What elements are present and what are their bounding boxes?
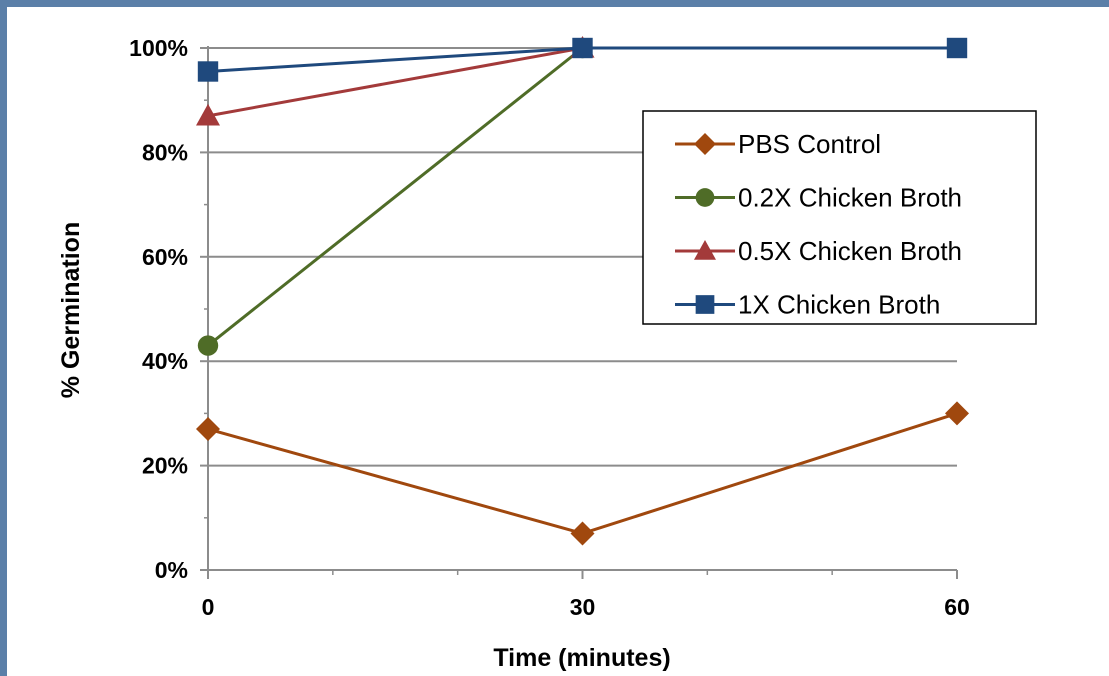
- y-tick-label: 60%: [142, 244, 188, 270]
- axes: [200, 46, 958, 579]
- legend-label: 0.5X Chicken Broth: [738, 236, 962, 266]
- y-axis-title: % Germination: [57, 222, 85, 398]
- y-tick-label: 20%: [142, 453, 188, 479]
- marker-diamond: [694, 133, 716, 155]
- x-tick-label: 60: [944, 594, 970, 620]
- legend-label: 1X Chicken Broth: [738, 290, 940, 320]
- legend: PBS Control 0.2X Chicken Broth 0.5X Chicke…: [642, 110, 1037, 325]
- legend-item-0-2x-chicken-broth: 0.2X Chicken Broth: [675, 183, 962, 213]
- germination-chart: 0% 20% 40% 60% 80% 100% 0 30 60 Time (minutes) %…: [57, 35, 1037, 672]
- x-axis-title: Time (minutes): [493, 644, 670, 672]
- marker-diamond: [945, 401, 969, 426]
- tick-labels: 0% 20% 40% 60% 80% 100% 0 30 60: [129, 35, 970, 620]
- marker-diamond: [570, 521, 595, 546]
- series-pbs-control: [196, 401, 969, 546]
- marker-square: [572, 37, 593, 59]
- marker-diamond: [196, 417, 220, 442]
- x-tick-label: 30: [570, 594, 596, 620]
- series-0-5x-chicken-broth: [196, 36, 595, 126]
- series-0-2x-chicken-broth: [197, 37, 593, 356]
- series-layer: [196, 36, 969, 546]
- legend-item-1x-chicken-broth: 1X Chicken Broth: [675, 290, 940, 320]
- marker-square: [946, 37, 968, 59]
- marker-triangle: [196, 103, 220, 126]
- series-1x-chicken-broth: [197, 37, 968, 82]
- marker-square: [695, 295, 715, 314]
- legend-item-pbs-control: PBS Control: [675, 129, 881, 159]
- y-tick-label: 0%: [155, 557, 188, 583]
- marker-circle: [197, 335, 219, 356]
- marker-square: [197, 61, 219, 82]
- series-line: [207, 46, 583, 118]
- series-line: [207, 411, 958, 536]
- x-tick-label: 0: [202, 594, 215, 620]
- y-tick-label: 100%: [129, 35, 188, 61]
- y-tick-label: 40%: [142, 348, 188, 374]
- legend-item-0-5x-chicken-broth: 0.5X Chicken Broth: [675, 236, 962, 266]
- legend-label: 0.2X Chicken Broth: [738, 183, 962, 213]
- marker-triangle: [694, 240, 716, 260]
- series-line: [207, 46, 584, 347]
- marker-circle: [695, 188, 715, 207]
- y-tick-label: 80%: [142, 139, 188, 165]
- legend-label: PBS Control: [738, 129, 881, 159]
